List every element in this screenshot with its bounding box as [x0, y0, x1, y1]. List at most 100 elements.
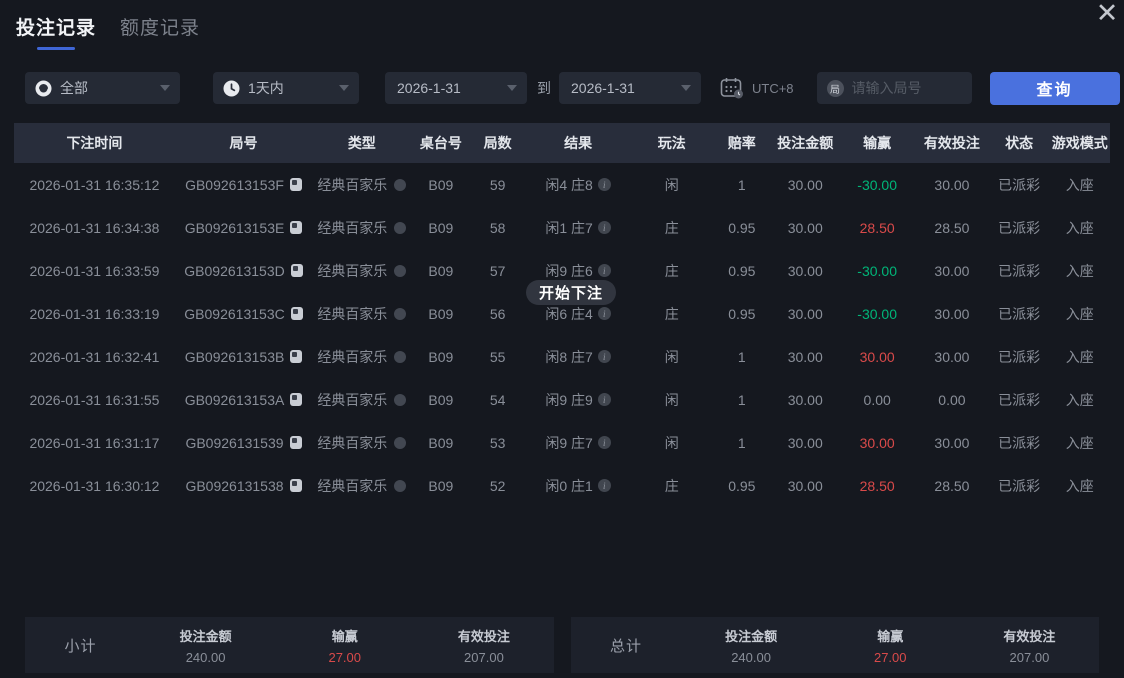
- date-from-dropdown[interactable]: 2026-1-31: [385, 72, 527, 104]
- cell-winloss: -30.00: [857, 176, 897, 193]
- summary-stat: 有效投注 207.00: [414, 626, 553, 665]
- date-to-dropdown[interactable]: 2026-1-31: [559, 72, 701, 104]
- info-icon[interactable]: i: [597, 307, 611, 320]
- info-icon[interactable]: i: [597, 393, 611, 406]
- round-search-input[interactable]: [851, 80, 962, 96]
- round-search-field[interactable]: 局: [816, 72, 972, 104]
- summary-stat: 输赢 27.00: [275, 626, 414, 665]
- chevron-down-icon: [339, 85, 349, 91]
- table-body: 2026-01-31 16:35:12 GB092613153F 经典百家乐 B09 5…: [14, 163, 1110, 507]
- game-dot-icon: [394, 221, 407, 234]
- cell-status: 已派彩: [998, 391, 1041, 408]
- cell-valid: 30.00: [934, 348, 970, 365]
- cell-status: 已派彩: [998, 348, 1041, 365]
- cell-amount: 30.00: [787, 305, 823, 322]
- cell-valid: 30.00: [934, 434, 970, 451]
- cell-round_no: 52: [489, 477, 506, 494]
- cell-table_no: B09: [428, 434, 454, 451]
- total-stats: 投注金额 240.00 输赢 27.00 有效投注 207.00: [681, 626, 1099, 665]
- info-icon[interactable]: i: [597, 479, 611, 492]
- cell-time: 2026-01-31 16:33:19: [29, 305, 160, 322]
- to-label: 到: [537, 80, 551, 96]
- time-range-dropdown[interactable]: 1天内: [213, 72, 359, 104]
- clock-icon: [223, 80, 240, 97]
- copy-icon[interactable]: [289, 436, 302, 449]
- copy-icon[interactable]: [290, 307, 303, 320]
- cell-table_no: B09: [428, 305, 454, 322]
- cell-valid: 0.00: [938, 391, 966, 408]
- stat-value: 27.00: [328, 649, 362, 665]
- chevron-down-icon: [507, 85, 517, 91]
- cell-status: 已派彩: [998, 219, 1041, 236]
- stat-label: 投注金额: [725, 628, 778, 644]
- cell-valid: 28.50: [934, 219, 970, 236]
- cell-amount: 30.00: [787, 219, 823, 236]
- info-icon[interactable]: i: [597, 350, 611, 363]
- stat-value: 207.00: [1009, 649, 1050, 665]
- cell-table_no: B09: [428, 219, 454, 236]
- tab-bet-records[interactable]: 投注记录: [16, 13, 96, 50]
- copy-icon[interactable]: [289, 479, 302, 492]
- cell-mode: 入座: [1065, 219, 1094, 236]
- copy-icon[interactable]: [290, 264, 303, 277]
- stat-label: 投注金额: [179, 628, 232, 644]
- cell-winloss: 28.50: [859, 477, 895, 494]
- copy-icon[interactable]: [290, 221, 303, 234]
- stat-label: 输赢: [331, 628, 358, 644]
- header-cell: 类型: [347, 135, 376, 151]
- tab-quota-records[interactable]: 额度记录: [120, 13, 200, 50]
- cell-round_id: GB092613153D: [175, 263, 312, 279]
- cell-time: 2026-01-31 16:35:12: [29, 176, 160, 193]
- summary-stat: 输赢 27.00: [821, 626, 960, 665]
- stat-value: 240.00: [185, 649, 226, 665]
- tab-label: 投注记录: [16, 18, 97, 39]
- stat-label: 有效投注: [1003, 628, 1056, 644]
- header-cell: 结果: [564, 135, 593, 151]
- copy-icon[interactable]: [290, 350, 303, 363]
- game-dot-icon: [394, 307, 407, 320]
- cell-mode: 入座: [1065, 477, 1094, 494]
- cell-round_no: 56: [489, 305, 506, 322]
- info-icon[interactable]: i: [597, 221, 611, 234]
- header-cell: 局号: [229, 135, 258, 151]
- cell-status: 已派彩: [998, 434, 1041, 451]
- cell-mode: 入座: [1065, 262, 1094, 279]
- stat-value: 207.00: [464, 649, 504, 665]
- filter-bar: 全部 1天内 2026-1-31 到 2026-1-31: [25, 71, 1120, 105]
- cell-type: 经典百家乐: [312, 347, 411, 367]
- cell-result: 闲1 庄7 i: [525, 218, 631, 238]
- table-header-row: 下注时间 局号 类型 桌台号 局数 结果 玩法 赔率 投注金额 输赢 有效投注 状态 游戏模式: [14, 123, 1110, 163]
- header-cell: 桌台号: [419, 135, 462, 151]
- cell-type: 经典百家乐: [312, 261, 411, 281]
- cell-round_id: GB092613153B: [175, 349, 312, 365]
- stat-value: 240.00: [731, 649, 771, 665]
- cell-round_id: GB092613153E: [175, 220, 312, 236]
- timezone-label: UTC+8: [752, 80, 794, 96]
- cell-amount: 30.00: [787, 477, 823, 494]
- copy-icon[interactable]: [290, 393, 303, 406]
- chevron-down-icon: [160, 85, 170, 91]
- info-icon[interactable]: i: [597, 436, 611, 449]
- search-button[interactable]: 查询: [989, 71, 1120, 105]
- cell-round_id: GB0926131538: [175, 478, 312, 494]
- cell-table_no: B09: [428, 391, 454, 408]
- cell-play: 庄: [664, 262, 679, 279]
- start-betting-tooltip: 开始下注: [526, 280, 617, 305]
- cell-play: 庄: [664, 219, 679, 236]
- table-row: 2026-01-31 16:32:41 GB092613153B 经典百家乐 B09 5…: [14, 335, 1110, 378]
- cell-odds: 1: [737, 348, 746, 365]
- cell-round_no: 54: [489, 391, 506, 408]
- copy-icon[interactable]: [289, 178, 302, 191]
- cell-mode: 入座: [1065, 348, 1094, 365]
- close-icon[interactable]: ✕: [1095, 0, 1119, 28]
- header-cell: 投注金额: [777, 135, 834, 151]
- game-dot-icon: [394, 479, 407, 492]
- info-icon[interactable]: i: [597, 264, 611, 277]
- cell-play: 庄: [664, 305, 679, 322]
- header-cell: 局数: [483, 135, 512, 151]
- info-icon[interactable]: i: [597, 178, 611, 191]
- game-type-dropdown[interactable]: 全部: [25, 72, 180, 104]
- cell-table_no: B09: [428, 348, 454, 365]
- summary-stat: 投注金额 240.00: [136, 626, 275, 665]
- cell-odds: 0.95: [728, 477, 756, 494]
